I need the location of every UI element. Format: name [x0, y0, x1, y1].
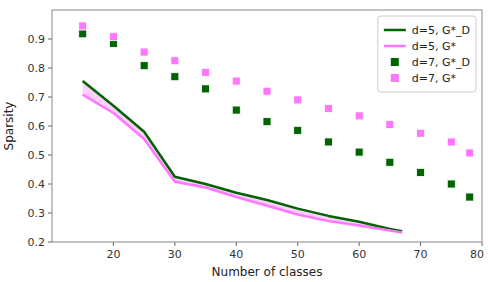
series-point	[171, 57, 179, 65]
y-tick-label: 0.2	[28, 236, 46, 249]
series-point	[232, 77, 240, 85]
series-point	[355, 148, 363, 156]
legend-item: d=7, G*	[391, 72, 457, 85]
legend-swatch	[391, 58, 399, 66]
legend-label: d=7, G*_D	[412, 56, 470, 69]
x-tick-label: 20	[106, 248, 120, 261]
series-point	[79, 22, 87, 30]
plot-frame	[52, 10, 482, 242]
x-tick-label: 50	[291, 248, 305, 261]
y-tick-label: 0.3	[28, 207, 46, 220]
series-point	[417, 129, 425, 137]
series-point	[294, 126, 302, 134]
x-tick	[174, 242, 175, 246]
x-tick	[482, 242, 483, 246]
legend-box	[378, 16, 476, 92]
series-point	[232, 106, 240, 114]
legend-label: d=7, G*	[412, 72, 457, 85]
series-point	[386, 158, 394, 166]
x-tick	[420, 242, 421, 246]
legend-swatch	[384, 29, 406, 32]
series-point	[202, 68, 210, 76]
x-tick-label: 80	[470, 248, 484, 261]
y-tick	[48, 213, 52, 214]
series-point	[263, 118, 271, 126]
y-tick-label: 0.4	[28, 178, 46, 191]
y-tick	[48, 184, 52, 185]
y-tick-label: 0.7	[28, 91, 46, 104]
x-tick-label: 60	[352, 248, 366, 261]
legend-label: d=5, G*	[412, 40, 457, 53]
legend-label: d=5, G*_D	[412, 24, 470, 37]
y-tick	[48, 126, 52, 127]
legend-item: d=5, G*	[384, 40, 457, 53]
series-point	[466, 149, 474, 157]
x-tick	[297, 242, 298, 246]
y-tick	[48, 97, 52, 98]
legend-swatch	[391, 74, 399, 82]
series-point	[263, 87, 271, 95]
series-point	[140, 48, 148, 56]
series-point	[447, 138, 455, 146]
x-tick-label: 40	[229, 248, 243, 261]
y-tick-label: 0.9	[28, 33, 46, 46]
legend-item: d=7, G*_D	[391, 56, 470, 69]
series-point	[109, 33, 117, 41]
series-point	[417, 168, 425, 176]
y-axis-label: Sparsity	[2, 102, 16, 151]
y-tick	[48, 155, 52, 156]
x-tick	[113, 242, 114, 246]
series-point	[140, 62, 148, 70]
x-axis-label: Number of classes	[212, 265, 323, 279]
x-tick-label: 70	[414, 248, 428, 261]
series-point	[466, 193, 474, 201]
series-point	[79, 30, 87, 38]
series-point	[447, 180, 455, 188]
series-point	[294, 96, 302, 104]
series-line	[83, 95, 402, 233]
y-tick	[48, 68, 52, 69]
series-point	[324, 138, 332, 146]
x-tick-label: 30	[168, 248, 182, 261]
legend: d=5, G*_D d=5, G* d=7, G*_D d=7, G*	[378, 16, 476, 92]
y-tick-label: 0.8	[28, 62, 46, 75]
x-tick	[359, 242, 360, 246]
series-point	[355, 112, 363, 120]
y-tick	[48, 242, 52, 243]
y-tick	[48, 39, 52, 40]
series-point	[324, 105, 332, 113]
series-line	[83, 81, 402, 231]
legend-item: d=5, G*_D	[384, 24, 470, 37]
chart: 0.2 0.3 0.4 0.5 0.6 0.7 0.8 0.9 20 30 40 50 60 70 80 Nu…	[0, 0, 492, 282]
y-tick-label: 0.5	[28, 149, 46, 162]
y-tick-label: 0.6	[28, 120, 46, 133]
series-point	[386, 121, 394, 129]
legend-swatch	[384, 45, 406, 48]
band-area	[83, 81, 402, 232]
series-point	[171, 73, 179, 81]
x-tick	[236, 242, 237, 246]
series-point	[202, 85, 210, 93]
